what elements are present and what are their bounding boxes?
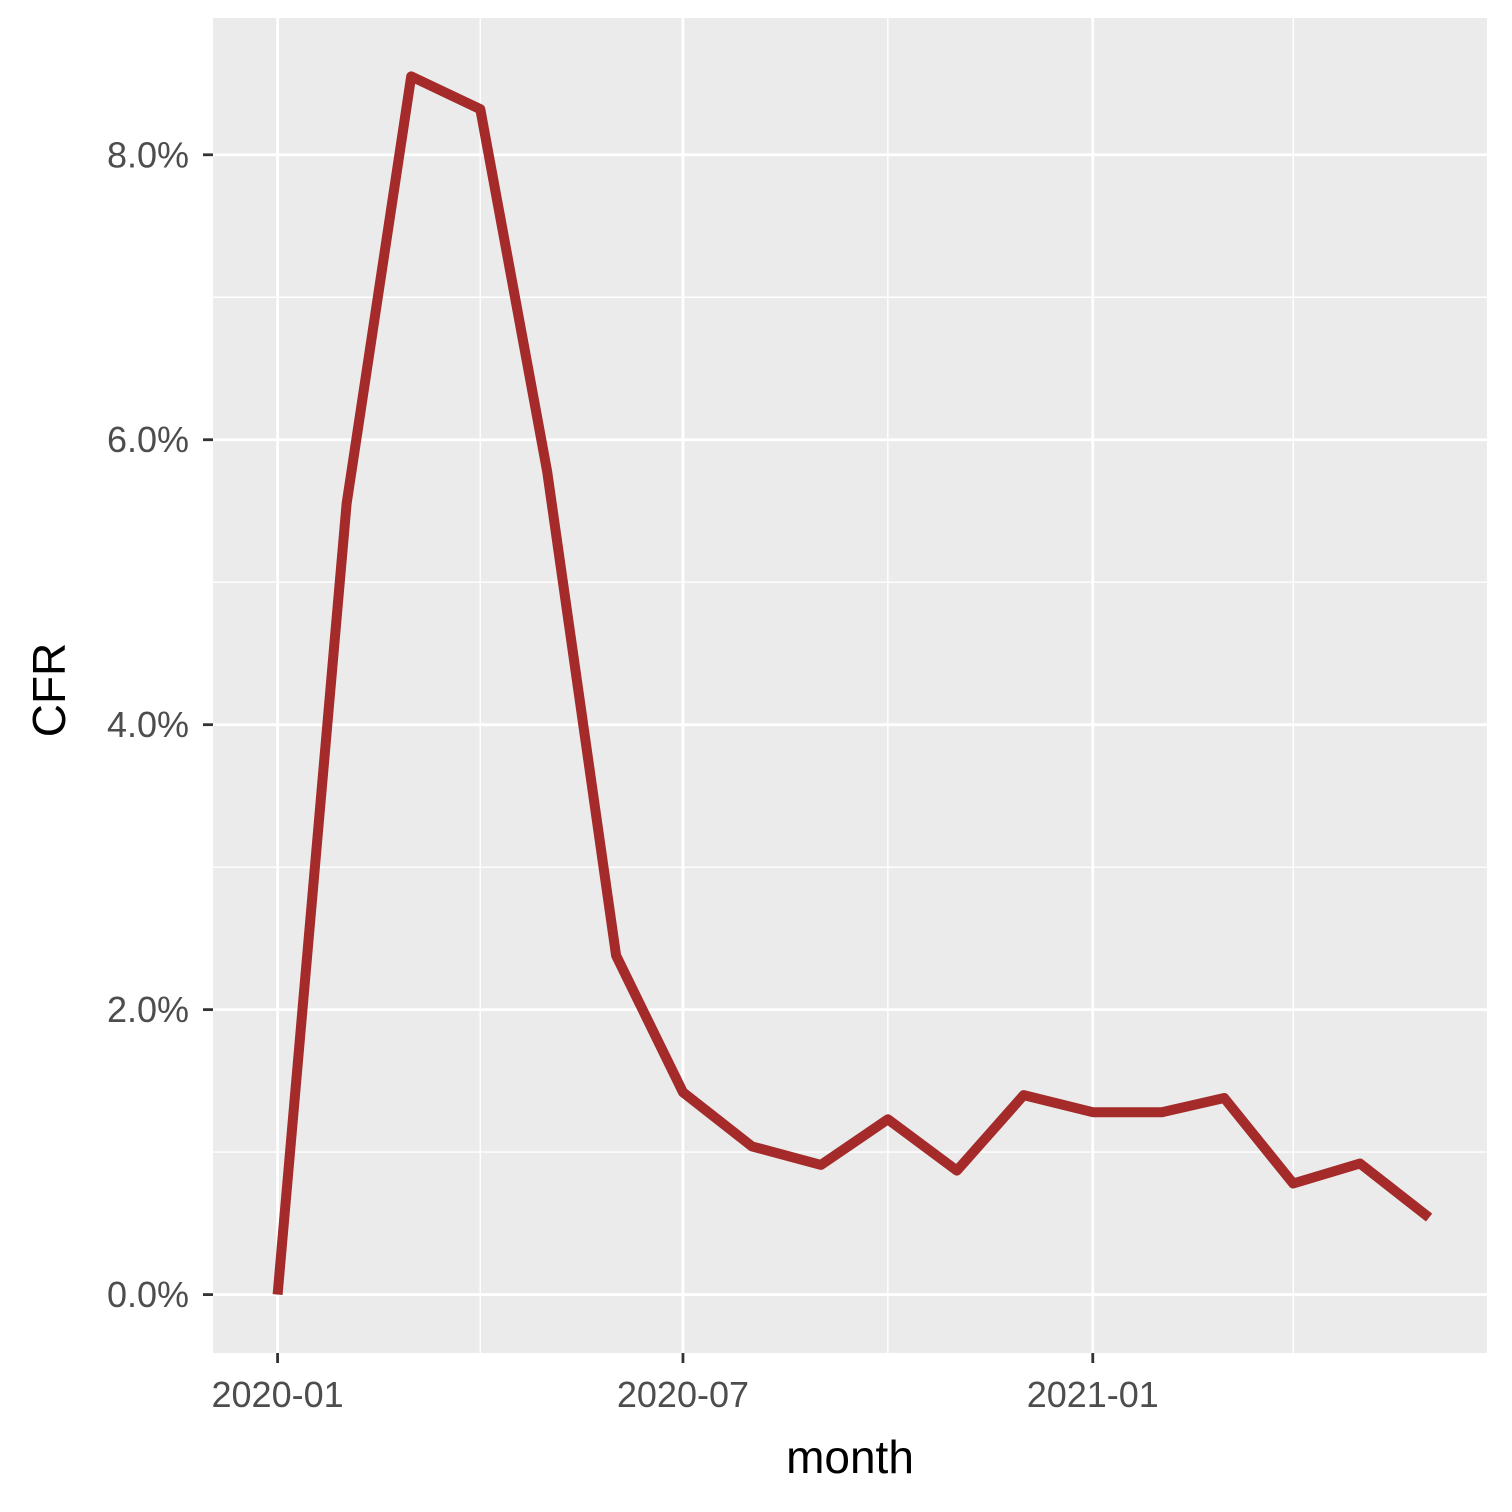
series-line [272, 71, 1433, 1296]
y-tick-label: 2.0% [107, 989, 189, 1030]
x-tick-label: 2020-07 [617, 1374, 749, 1415]
major-gridlines [213, 18, 1487, 1353]
x-axis-tick-labels: 2020-01 2020-07 2021-01 [212, 1374, 1159, 1415]
y-tick-label: 0.0% [107, 1274, 189, 1315]
axis-ticks [203, 153, 1095, 1363]
y-tick-label: 8.0% [107, 134, 189, 175]
x-tick-label: 2021-01 [1027, 1374, 1159, 1415]
y-axis-title: CFR [23, 643, 75, 738]
plot-panel [213, 18, 1487, 1353]
minor-gridlines [213, 18, 1487, 1353]
y-axis-tick-labels: 0.0% 2.0% 4.0% 6.0% 8.0% [107, 134, 189, 1315]
y-tick-label: 4.0% [107, 704, 189, 745]
y-tick-label: 6.0% [107, 419, 189, 460]
x-axis-title: month [786, 1431, 914, 1483]
x-tick-label: 2020-01 [212, 1374, 344, 1415]
series-layer [272, 71, 1433, 1296]
